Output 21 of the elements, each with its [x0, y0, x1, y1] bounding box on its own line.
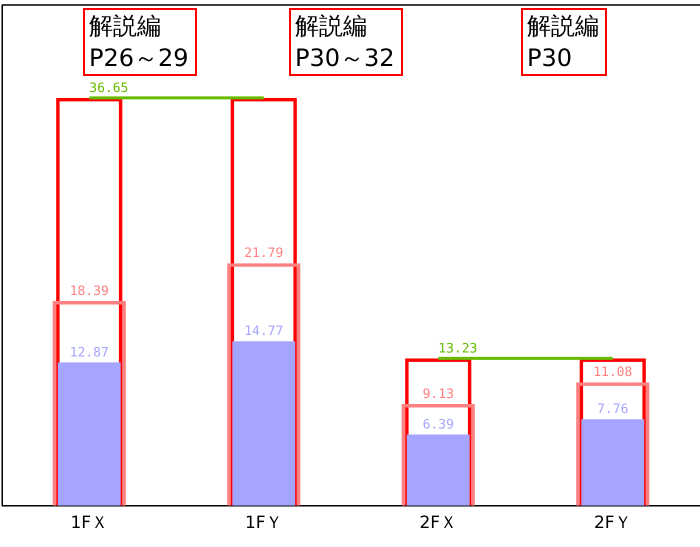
- data-label: 21.79: [244, 246, 284, 262]
- bar: [581, 419, 644, 506]
- data-label: 36.65: [89, 80, 128, 96]
- data-label: 7.76: [597, 402, 628, 418]
- text: 解説編 P30～32: [289, 8, 403, 76]
- text: 解説編 P30: [521, 8, 607, 76]
- x-tick-label: 2FＹ: [594, 513, 632, 534]
- data-label: 6.39: [422, 417, 454, 432]
- data-label: 12.87: [70, 345, 109, 360]
- x-tick-label: 1FＸ: [70, 513, 108, 534]
- text: 解説編 P26～29: [83, 8, 197, 76]
- data-label: 18.39: [70, 284, 109, 299]
- x-tick-label: 2FＸ: [419, 513, 458, 534]
- bar: [406, 434, 470, 506]
- bar: [58, 362, 121, 506]
- data-label: 14.77: [244, 324, 284, 340]
- data-label: 9.13: [422, 386, 454, 402]
- bar: [232, 341, 296, 506]
- data-label: 11.08: [593, 365, 632, 380]
- x-tick-label: 1FＹ: [244, 513, 283, 534]
- data-label: 13.23: [438, 341, 478, 356]
